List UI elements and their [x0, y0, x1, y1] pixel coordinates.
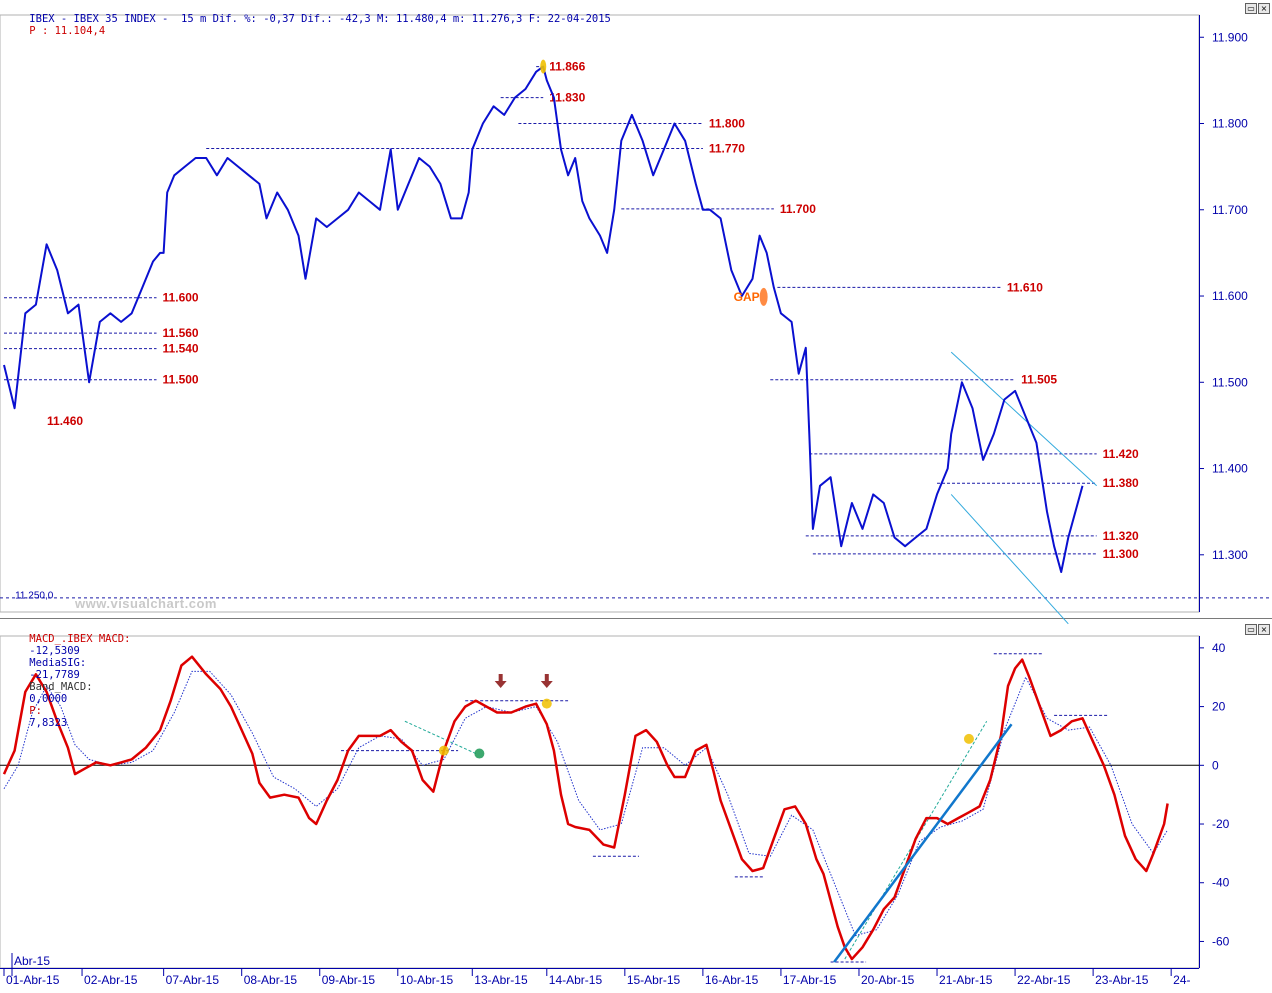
price-level-label: 11.866 — [549, 60, 585, 74]
date-tick-label: 14-Abr-15 — [549, 973, 603, 987]
signal-value: -21,7789 — [29, 669, 80, 681]
price-annotation: 11.460 — [47, 414, 83, 428]
date-tick-label: 15-Abr-15 — [627, 973, 681, 987]
price-level-label: 11.610 — [1007, 280, 1043, 294]
macd-y-tick-label: 0 — [1212, 758, 1219, 772]
macd-label: MACD_.IBEX MACD: — [29, 633, 131, 645]
price-channel — [950, 351, 1098, 625]
date-tick-label: 16-Abr-15 — [705, 973, 759, 987]
date-tick-label: 09-Abr-15 — [322, 973, 376, 987]
date-tick-label: 24- — [1173, 973, 1190, 987]
macd-y-tick-label: -40 — [1212, 876, 1230, 890]
price-panel-header: IBEX - IBEX 35 INDEX - 15 m Dif. %: -0,3… — [4, 1, 611, 49]
date-tick-label: 20-Abr-15 — [861, 973, 915, 987]
price-minimize-button[interactable]: ▭ — [1245, 3, 1257, 14]
signal-dot-marker — [541, 698, 552, 709]
macd-line — [2, 655, 1169, 961]
price-last: P : 11.104,4 — [29, 25, 106, 37]
macd-trendline — [833, 723, 1013, 963]
price-level-label: 11.505 — [1021, 373, 1057, 387]
band-value: 0,0000 — [29, 693, 68, 705]
macd-y-axis: 40 20 0 -20 -40 -60 — [1199, 641, 1230, 948]
price-level-label: 11.560 — [163, 326, 199, 340]
price-y-tick-label: 11.700 — [1212, 203, 1248, 217]
period-label: Abr-15 — [14, 954, 50, 968]
signal-dot-marker — [438, 745, 449, 756]
macd-markers — [438, 674, 974, 759]
band-label: Band_MACD: — [29, 681, 93, 693]
price-y-axis: 11.900 11.800 11.700 11.600 11.500 11.400 11.3… — [1199, 30, 1248, 562]
price-level-label: 11.500 — [163, 373, 199, 387]
date-tick-label: 02-Abr-15 — [84, 973, 138, 987]
date-tick-label: 10-Abr-15 — [400, 973, 454, 987]
price-panel-frame — [0, 14, 1200, 613]
divergence-line — [404, 720, 477, 755]
date-axis: 01-Abr-15 02-Abr-15 07-Abr-15 08-Abr-15 09-A… — [3, 953, 1191, 987]
macd-levels — [341, 653, 1108, 963]
price-y-tick-label: 11.800 — [1212, 117, 1248, 131]
price-level-label: 11.420 — [1103, 447, 1139, 461]
down-arrow-marker — [540, 674, 553, 689]
price-level-label: 11.380 — [1103, 476, 1139, 490]
price-level-label: 11.600 — [163, 291, 199, 305]
price-annotations: 11.460 GAP 11.250,0 — [15, 59, 768, 601]
signal-dot-marker — [474, 748, 485, 759]
macd-value: -12,5309 — [29, 645, 80, 657]
signal-dot-marker — [963, 733, 974, 744]
date-tick-label: 08-Abr-15 — [244, 973, 298, 987]
macd-close-button[interactable]: × — [1258, 624, 1270, 635]
price-y-tick-label: 11.400 — [1212, 462, 1248, 476]
price-level-label: 11.540 — [163, 342, 199, 356]
price-y-tick-label: 11.500 — [1212, 375, 1248, 389]
down-arrow-marker — [494, 674, 507, 689]
macd-y-tick-label: -60 — [1212, 934, 1230, 948]
price-y-tick-label: 11.300 — [1212, 548, 1248, 562]
channel-line — [950, 351, 1098, 487]
price-annotation: 11.250,0 — [15, 590, 54, 601]
price-level-label: 11.830 — [549, 91, 585, 105]
price-y-tick-label: 11.600 — [1212, 289, 1248, 303]
watermark: www.visualchart.com — [75, 596, 217, 611]
gap-label: GAP — [734, 290, 760, 304]
price-close-button[interactable]: × — [1258, 3, 1270, 14]
price-series — [3, 65, 1084, 573]
macd-panel-frame — [0, 635, 1200, 969]
price-line — [3, 65, 1084, 573]
date-tick-label: 07-Abr-15 — [166, 973, 220, 987]
price-title: IBEX - IBEX 35 INDEX - 15 m Dif. %: -0,3… — [29, 13, 611, 25]
date-tick-label: 17-Abr-15 — [783, 973, 837, 987]
gap-marker — [759, 287, 768, 306]
macd-y-tick-label: -20 — [1212, 817, 1230, 831]
price-levels: 11.866 11.830 11.800 11.770 11.700 11.610 11.6… — [4, 60, 1139, 561]
price-y-tick-label: 11.900 — [1212, 30, 1248, 44]
price-level-label: 11.800 — [709, 117, 745, 131]
date-tick-label: 21-Abr-15 — [939, 973, 993, 987]
signal-label: MediaSIG: — [29, 657, 87, 669]
channel-line — [950, 494, 1069, 625]
macd-y-tick-label: 20 — [1212, 700, 1226, 714]
price-level-label: 11.300 — [1103, 547, 1139, 561]
price-level-label: 11.320 — [1103, 529, 1139, 543]
p-value: 7,8323 — [29, 717, 68, 729]
price-level-label: 11.700 — [780, 202, 816, 216]
price-level-label: 11.770 — [709, 142, 745, 156]
macd-series — [2, 655, 1169, 963]
date-tick-label: 23-Abr-15 — [1095, 973, 1149, 987]
date-tick-label: 22-Abr-15 — [1017, 973, 1071, 987]
divergence-line — [844, 721, 988, 960]
high-marker — [540, 59, 547, 74]
macd-panel-header: MACD_.IBEX MACD: -12,5309 MediaSIG: -21,… — [4, 621, 130, 741]
date-tick-label: 13-Abr-15 — [474, 973, 528, 987]
date-tick-label: 01-Abr-15 — [6, 973, 60, 987]
p-label: P: — [29, 705, 42, 717]
macd-y-tick-label: 40 — [1212, 641, 1226, 655]
signal-line — [3, 670, 1169, 937]
macd-minimize-button[interactable]: ▭ — [1245, 624, 1257, 635]
